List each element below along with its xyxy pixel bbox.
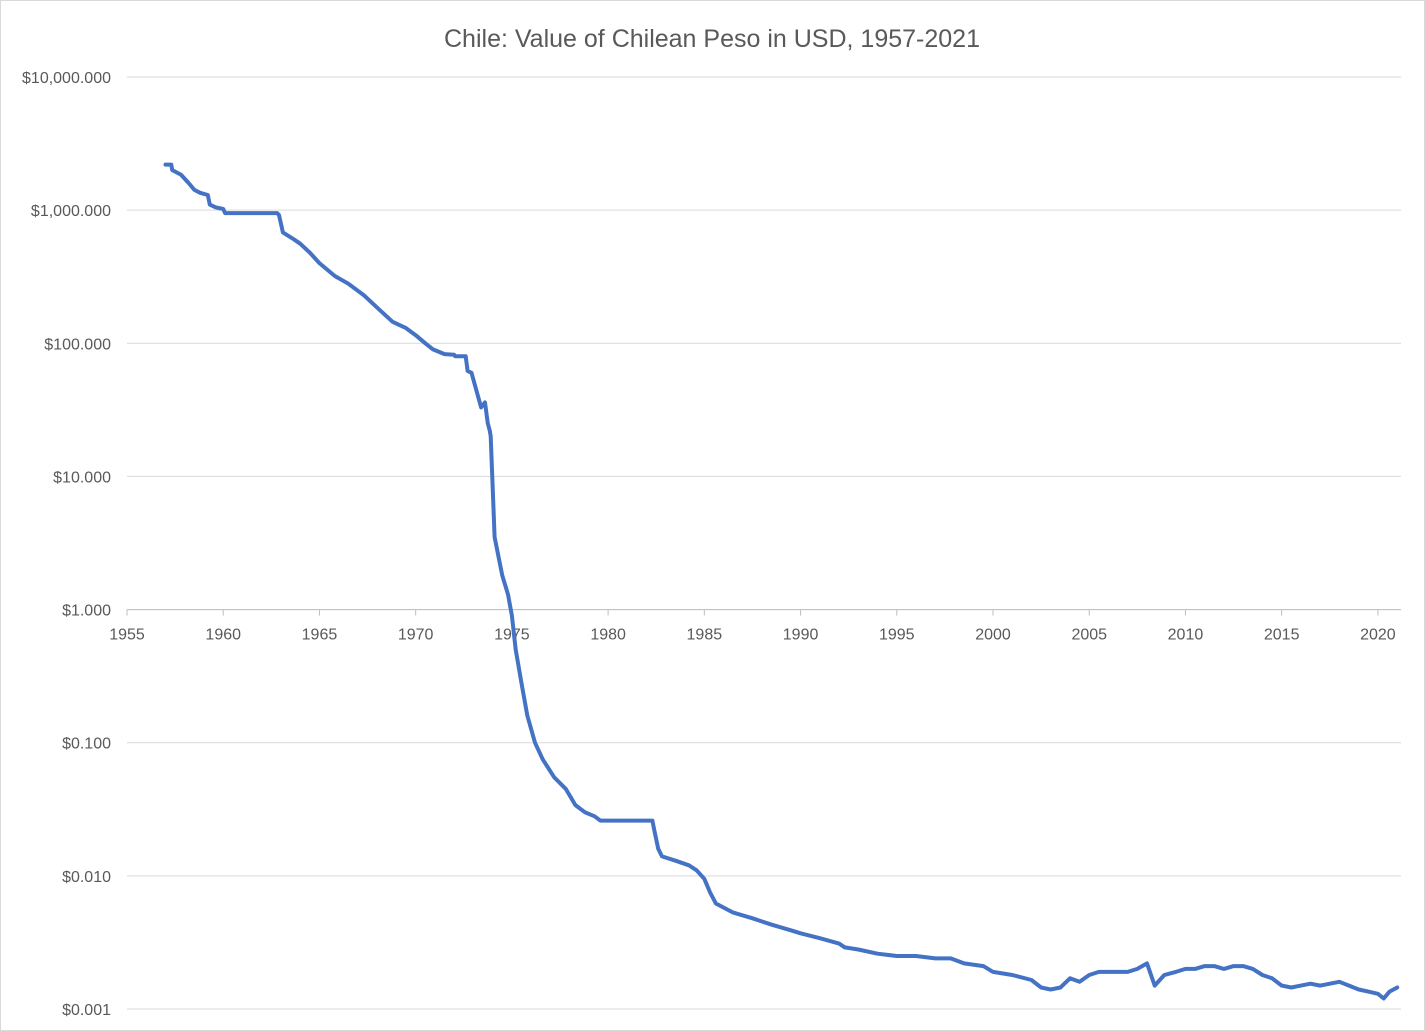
x-tick-label: 1995	[879, 627, 915, 644]
x-tick-label: 1980	[590, 627, 626, 644]
x-tick-label: 1975	[494, 627, 530, 644]
x-tick-label: 2010	[1168, 627, 1204, 644]
y-tick-label: $10.000	[53, 469, 111, 486]
y-tick-label: $100.000	[44, 336, 111, 353]
x-axis: 1955 1960 1965 1970 1975 1980 1985 1990 1995 2000…	[109, 609, 1401, 644]
chart-title: Chile: Value of Chilean Peso in USD, 195…	[444, 25, 980, 53]
y-tick-label: $10,000.000	[22, 70, 111, 87]
y-tick-label: $0.010	[62, 869, 111, 886]
gridlines	[127, 76, 1401, 1010]
y-axis-labels: $0.001 $0.010 $0.100 $1.000 $10.000 $100.000 $…	[22, 70, 111, 1019]
x-tick-label: 1955	[109, 627, 145, 644]
y-tick-label: $0.001	[62, 1002, 111, 1019]
series-line	[163, 162, 1400, 1001]
y-tick-label: $0.100	[62, 736, 111, 753]
y-tick-label: $1.000	[62, 603, 111, 620]
x-tick-label: 1965	[302, 627, 338, 644]
x-tick-label: 1990	[783, 627, 819, 644]
x-tick-label: 1985	[687, 627, 723, 644]
x-tick-label: 2020	[1360, 627, 1396, 644]
plot-series	[163, 162, 1400, 1001]
x-tick-label: 2015	[1264, 627, 1300, 644]
y-tick-label: $1,000.000	[31, 203, 111, 220]
x-tick-label: 1970	[398, 627, 434, 644]
x-tick-label: 2005	[1071, 627, 1107, 644]
x-tick-label: 2000	[975, 627, 1011, 644]
x-tick-label: 1960	[205, 627, 241, 644]
